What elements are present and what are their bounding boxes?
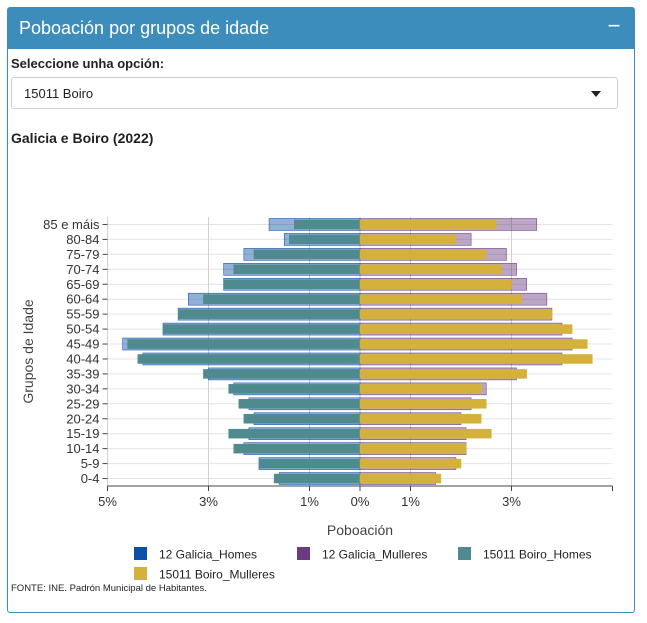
y-tick-label: 80-84 <box>66 232 99 247</box>
bar-15011-boiro_homes <box>162 324 361 334</box>
bar-15011-boiro_mulleres <box>359 324 573 334</box>
bar-15011-boiro_mulleres <box>359 443 467 454</box>
bar-15011-boiro_mulleres <box>359 294 522 304</box>
bar-15011-boiro_homes <box>223 279 361 290</box>
y-tick-label: 5-9 <box>81 456 100 471</box>
y-tick-label: 50-54 <box>66 322 99 337</box>
x-tick-label: 3% <box>502 494 521 509</box>
collapse-button[interactable]: − <box>607 13 621 38</box>
bar-15011-boiro_mulleres <box>359 219 497 230</box>
x-tick-label: 1% <box>401 494 420 509</box>
x-tick-label: 1% <box>300 494 319 509</box>
x-tick-label: 5% <box>98 494 117 509</box>
bar-15011-boiro_mulleres <box>359 309 553 319</box>
y-tick-label: 70-74 <box>66 262 99 277</box>
bar-15011-boiro_homes <box>203 369 361 379</box>
y-tick-label: 25-29 <box>66 396 99 411</box>
bar-15011-boiro_homes <box>288 234 361 245</box>
bar-15011-boiro_homes <box>273 473 361 484</box>
legend-swatch <box>458 547 471 560</box>
x-tick-label: 3% <box>199 494 218 509</box>
bar-15011-boiro_homes <box>233 264 361 275</box>
municipality-select[interactable]: 15011 Boiro <box>11 77 618 109</box>
bar-15011-boiro_mulleres <box>359 384 482 394</box>
y-tick-label: 15-19 <box>66 426 99 441</box>
legend-swatch <box>134 567 147 580</box>
bar-15011-boiro_homes <box>238 399 361 409</box>
bar-15011-boiro_homes <box>127 339 361 349</box>
y-axis-title: Grupos de Idade <box>20 299 36 404</box>
legend-label: 12 Galicia_Homes <box>159 548 257 562</box>
y-tick-label: 40-44 <box>66 351 99 366</box>
x-axis-title: Poboación <box>327 522 393 538</box>
bar-15011-boiro_homes <box>253 249 361 260</box>
bar-15011-boiro_homes <box>203 294 361 304</box>
caret-down-icon <box>591 91 601 97</box>
chart-title: Galicia e Boiro (2022) <box>11 130 154 146</box>
bar-15011-boiro_mulleres <box>359 234 457 245</box>
y-tick-label: 75-79 <box>66 247 99 262</box>
y-tick-label: 0-4 <box>81 471 100 486</box>
legend-label: 12 Galicia_Mulleres <box>322 548 427 562</box>
bar-15011-boiro_mulleres <box>359 279 512 290</box>
y-tick-label: 85 e máis <box>43 217 100 232</box>
x-tick-label: 0% <box>351 494 370 509</box>
source-note: FONTE: INE. Padrón Municipal de Habitant… <box>11 583 207 594</box>
y-tick-label: 30-34 <box>66 381 99 396</box>
y-tick-label: 45-49 <box>66 337 99 352</box>
bar-15011-boiro_mulleres <box>359 473 442 484</box>
bar-15011-boiro_mulleres <box>359 249 487 260</box>
y-tick-label: 20-24 <box>66 411 99 426</box>
legend-swatch <box>134 547 147 560</box>
bar-15011-boiro_mulleres <box>359 264 502 275</box>
y-tick-label: 35-39 <box>66 366 99 381</box>
bar-15011-boiro_homes <box>233 443 361 454</box>
bar-15011-boiro_homes <box>228 428 361 439</box>
legend-label: 15011 Boiro_Homes <box>483 548 592 562</box>
bar-15011-boiro_mulleres <box>359 458 462 469</box>
bar-15011-boiro_mulleres <box>359 413 482 424</box>
bar-15011-boiro_homes <box>258 458 361 469</box>
bar-15011-boiro_mulleres <box>359 369 527 379</box>
bar-15011-boiro_mulleres <box>359 354 593 364</box>
bar-15011-boiro_mulleres <box>359 428 492 439</box>
bar-15011-boiro_mulleres <box>359 339 588 349</box>
bar-15011-boiro_homes <box>177 309 361 319</box>
legend-swatch <box>297 547 310 560</box>
select-value: 15011 Boiro <box>24 86 94 101</box>
bar-15011-boiro_homes <box>137 354 361 364</box>
bar-15011-boiro_homes <box>243 413 361 424</box>
legend-label: 15011 Boiro_Mulleres <box>159 568 275 582</box>
y-tick-label: 60-64 <box>66 292 99 307</box>
y-tick-label: 55-59 <box>66 307 99 322</box>
select-label: Seleccione unha opción: <box>11 56 165 71</box>
bar-15011-boiro_homes <box>294 219 361 230</box>
bar-15011-boiro_homes <box>228 384 361 394</box>
box-header: Poboación por grupos de idade − <box>8 8 634 49</box>
box-title: Poboación por grupos de idade <box>19 18 270 38</box>
y-tick-label: 65-69 <box>66 277 99 292</box>
bar-15011-boiro_mulleres <box>359 399 487 409</box>
y-tick-label: 10-14 <box>66 441 99 456</box>
